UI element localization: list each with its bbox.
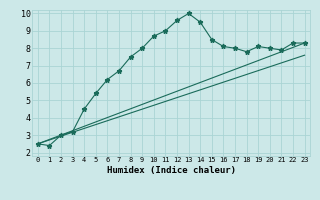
X-axis label: Humidex (Indice chaleur): Humidex (Indice chaleur) (107, 166, 236, 175)
